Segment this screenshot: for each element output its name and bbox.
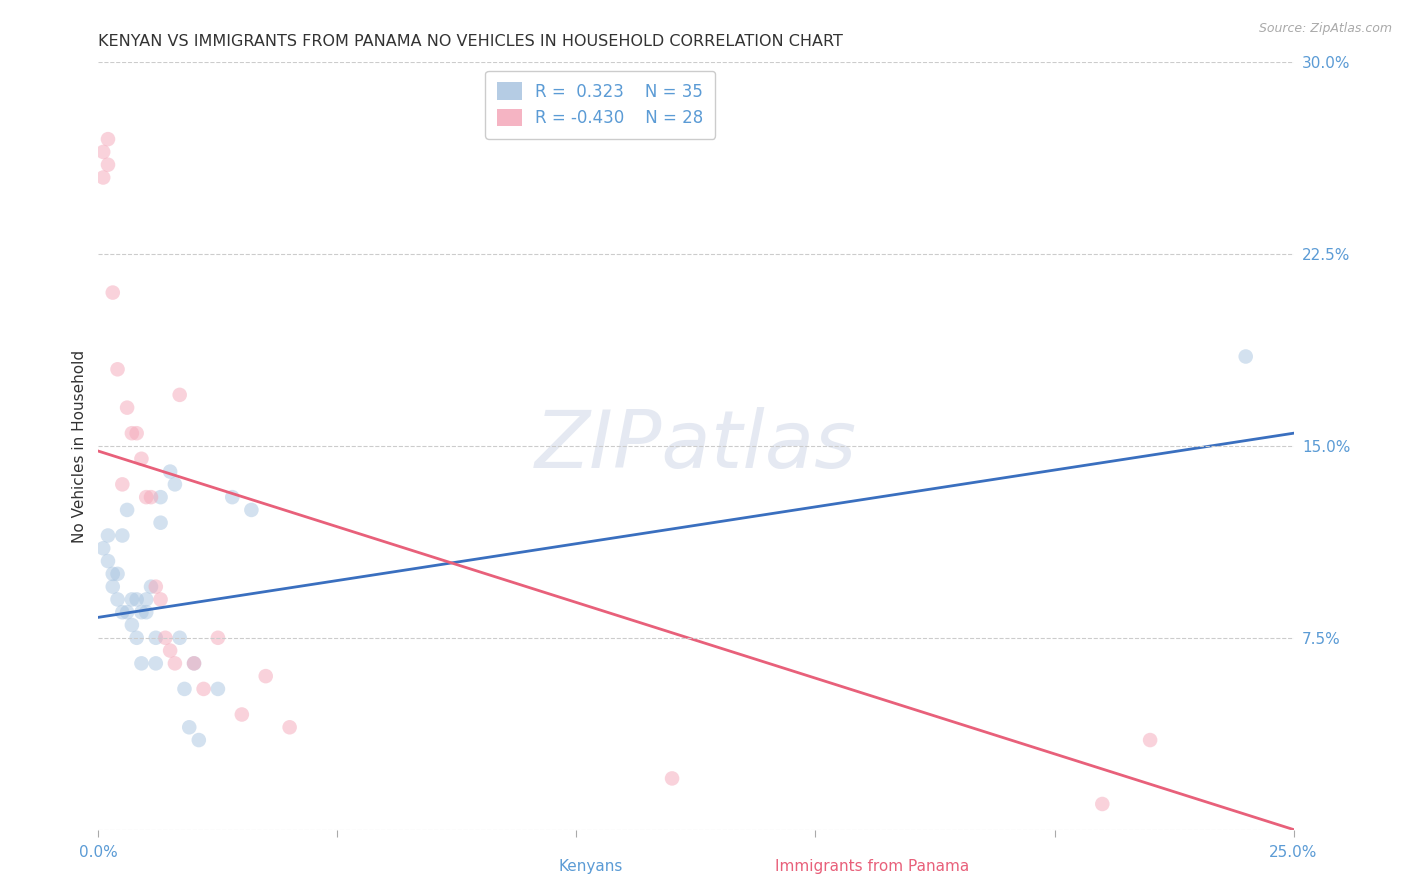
Point — [97, 528, 120, 542]
Point — [139, 580, 162, 594]
Text: KENYAN VS IMMIGRANTS FROM PANAMA NO VEHICLES IN HOUSEHOLD CORRELATION CHART: KENYAN VS IMMIGRANTS FROM PANAMA NO VEHI… — [98, 34, 844, 49]
Point — [111, 528, 134, 542]
Point — [135, 605, 157, 619]
Point — [169, 631, 191, 645]
Point — [111, 477, 134, 491]
Point — [107, 566, 129, 581]
Point — [121, 618, 143, 632]
Point — [115, 503, 138, 517]
Point — [661, 772, 683, 786]
Text: Source: ZipAtlas.com: Source: ZipAtlas.com — [1258, 22, 1392, 36]
Point — [101, 566, 124, 581]
Point — [163, 657, 186, 671]
Point — [149, 516, 172, 530]
Point — [107, 592, 129, 607]
Point — [278, 720, 301, 734]
Point — [187, 733, 209, 747]
Point — [1091, 797, 1114, 811]
Point — [149, 592, 172, 607]
Point — [139, 490, 162, 504]
Point — [1139, 733, 1161, 747]
Point — [91, 170, 114, 185]
Text: Kenyans: Kenyans — [558, 859, 623, 874]
Point — [163, 477, 186, 491]
Y-axis label: No Vehicles in Household: No Vehicles in Household — [72, 350, 87, 542]
Point — [111, 605, 134, 619]
Point — [131, 605, 153, 619]
Point — [97, 158, 120, 172]
Point — [159, 643, 181, 657]
Point — [231, 707, 253, 722]
Point — [221, 490, 243, 504]
Point — [155, 631, 177, 645]
Point — [125, 426, 148, 441]
Point — [107, 362, 129, 376]
Point — [125, 631, 148, 645]
Point — [183, 657, 205, 671]
Point — [115, 401, 138, 415]
Point — [145, 657, 167, 671]
Point — [115, 605, 138, 619]
Point — [131, 657, 153, 671]
Point — [101, 285, 124, 300]
Point — [97, 132, 120, 146]
Point — [135, 592, 157, 607]
Point — [207, 681, 229, 696]
Point — [254, 669, 277, 683]
Legend: R =  0.323    N = 35, R = -0.430    N = 28: R = 0.323 N = 35, R = -0.430 N = 28 — [485, 70, 716, 139]
Point — [149, 490, 172, 504]
Point — [121, 426, 143, 441]
Text: ZIPatlas: ZIPatlas — [534, 407, 858, 485]
Point — [173, 681, 195, 696]
Point — [125, 592, 148, 607]
Point — [169, 388, 191, 402]
Point — [145, 631, 167, 645]
Point — [131, 451, 153, 466]
Point — [240, 503, 263, 517]
Point — [121, 592, 143, 607]
Point — [159, 465, 181, 479]
Point — [97, 554, 120, 568]
Point — [145, 580, 167, 594]
Text: Immigrants from Panama: Immigrants from Panama — [775, 859, 969, 874]
Point — [101, 580, 124, 594]
Point — [1234, 350, 1257, 364]
Point — [179, 720, 201, 734]
Point — [135, 490, 157, 504]
Point — [193, 681, 215, 696]
Point — [91, 145, 114, 159]
Point — [183, 657, 205, 671]
Point — [91, 541, 114, 556]
Point — [207, 631, 229, 645]
